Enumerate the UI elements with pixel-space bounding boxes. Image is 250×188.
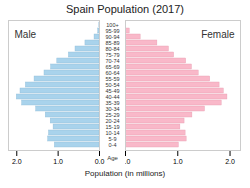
svg-text:80-84: 80-84: [105, 46, 119, 52]
svg-text:15-19: 15-19: [105, 124, 119, 130]
svg-text:40-44: 40-44: [105, 94, 119, 100]
svg-text:Age: Age: [107, 155, 118, 161]
svg-text:2.0: 2.0: [12, 158, 22, 165]
svg-text:1.0: 1.0: [53, 158, 63, 165]
svg-text:5-9: 5-9: [109, 136, 117, 142]
svg-text:90-94: 90-94: [105, 34, 119, 40]
svg-text:10-14: 10-14: [105, 130, 119, 136]
svg-text:95-99: 95-99: [105, 28, 119, 34]
svg-text:Female: Female: [201, 29, 235, 40]
svg-text:50-54: 50-54: [105, 82, 119, 88]
svg-text:85-89: 85-89: [105, 40, 119, 46]
svg-text:75-79: 75-79: [105, 52, 119, 58]
svg-text:55-59: 55-59: [105, 76, 119, 82]
svg-text:20-24: 20-24: [105, 118, 119, 124]
svg-text:1.0: 1.0: [173, 158, 183, 165]
svg-text:30-34: 30-34: [105, 106, 119, 112]
svg-text:0.0: 0.0: [125, 158, 130, 165]
svg-text:Male: Male: [15, 29, 37, 40]
svg-text:0-4: 0-4: [109, 142, 117, 148]
svg-text:60-64: 60-64: [105, 70, 119, 76]
svg-text:100+: 100+: [106, 22, 118, 28]
svg-text:45-49: 45-49: [105, 88, 119, 94]
svg-text:70-74: 70-74: [105, 58, 119, 64]
svg-text:2.0: 2.0: [225, 158, 235, 165]
svg-text:25-29: 25-29: [105, 112, 119, 118]
svg-text:65-69: 65-69: [105, 64, 119, 70]
svg-text:35-39: 35-39: [105, 100, 119, 106]
html-text:Spain Population (2017): Spain Population (2017): [66, 3, 184, 15]
svg-text:0.0: 0.0: [95, 158, 105, 165]
html-text:Population (in millions): Population (in millions): [84, 169, 166, 178]
